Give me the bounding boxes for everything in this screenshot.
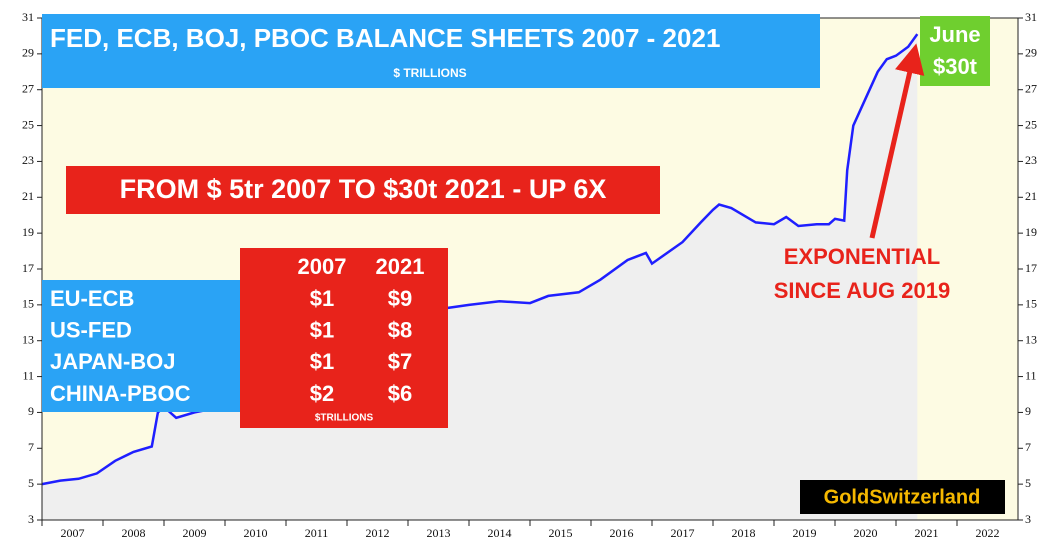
x-tick-label: 2015 [549,526,573,540]
x-tick-label: 2008 [122,526,146,540]
y-tick-label-right: 17 [1025,261,1037,275]
table-cell: $8 [388,318,412,343]
x-tick-label: 2020 [854,526,878,540]
headline-box [66,166,660,214]
table-cell: $1 [310,318,334,343]
x-tick-label: 2021 [915,526,939,540]
y-tick-label-right: 15 [1025,297,1037,311]
annotation-arrow [869,43,925,239]
table-cell: $1 [310,349,334,374]
y-tick-label-right: 27 [1025,81,1037,95]
title-box [42,14,820,88]
table-box [240,248,448,428]
y-tick-label: 29 [22,46,34,60]
y-tick-label: 23 [22,153,34,167]
y-tick-label: 13 [22,332,34,346]
chart-subtitle: $ TRILLIONS [393,66,466,80]
chart-title: FED, ECB, BOJ, PBOC BALANCE SHEETS 2007 … [50,23,720,53]
y-tick-label-right: 5 [1025,476,1031,490]
x-tick-label: 2009 [183,526,207,540]
y-tick-label: 3 [28,512,34,526]
table-cell: $1 [310,286,334,311]
y-tick-label: 19 [22,225,34,239]
table-cell: $9 [388,286,412,311]
y-tick-label-right: 21 [1025,189,1037,203]
y-tick-label: 15 [22,297,34,311]
table-row-label: JAPAN-BOJ [50,349,176,374]
y-tick-label-right: 25 [1025,117,1037,131]
y-tick-label: 21 [22,189,34,203]
y-tick-label-right: 11 [1025,368,1037,382]
x-tick-label: 2013 [427,526,451,540]
y-tick-label: 9 [28,404,34,418]
y-tick-label: 27 [22,81,34,95]
annotation: SINCE AUG 2019 [774,278,950,303]
watermark: GoldSwitzerland [824,486,981,508]
annotation: EXPONENTIAL [784,244,940,269]
x-tick-label: 2014 [488,526,512,540]
table-note: $TRILLIONS [315,413,374,424]
x-tick-label: 2010 [244,526,268,540]
y-tick-label-right: 13 [1025,332,1037,346]
table-label-box [42,280,242,412]
table-cell: $2 [310,381,334,406]
callout-text: June [929,22,980,47]
table-header: 2021 [376,254,425,279]
y-tick-label: 25 [22,117,34,131]
y-tick-label: 31 [22,10,34,24]
table-row-label: US-FED [50,318,132,343]
headline: FROM $ 5tr 2007 TO $30t 2021 - UP 6X [120,174,607,204]
y-tick-label-right: 9 [1025,404,1031,418]
table-row-label: CHINA-PBOC [50,381,191,406]
y-tick-label-right: 31 [1025,10,1037,24]
x-tick-label: 2012 [366,526,390,540]
y-tick-label-right: 29 [1025,46,1037,60]
table-header: 2007 [298,254,347,279]
y-tick-label: 7 [28,440,34,454]
callout-box [920,16,990,86]
y-tick-label-right: 23 [1025,153,1037,167]
x-tick-label: 2007 [61,526,85,540]
y-tick-label: 11 [22,368,34,382]
y-tick-label-right: 7 [1025,440,1031,454]
x-tick-label: 2011 [305,526,329,540]
callout-text: $30t [933,54,978,79]
table-cell: $6 [388,381,412,406]
y-tick-label: 5 [28,476,34,490]
table-row-label: EU-ECB [50,286,134,311]
x-tick-label: 2017 [671,526,695,540]
watermark-box [800,480,1005,514]
table-cell: $7 [388,349,412,374]
x-tick-label: 2019 [793,526,817,540]
y-tick-label: 17 [22,261,34,275]
x-tick-label: 2016 [610,526,634,540]
x-tick-label: 2022 [976,526,1000,540]
x-tick-label: 2018 [732,526,756,540]
y-tick-label-right: 19 [1025,225,1037,239]
y-tick-label-right: 3 [1025,512,1031,526]
